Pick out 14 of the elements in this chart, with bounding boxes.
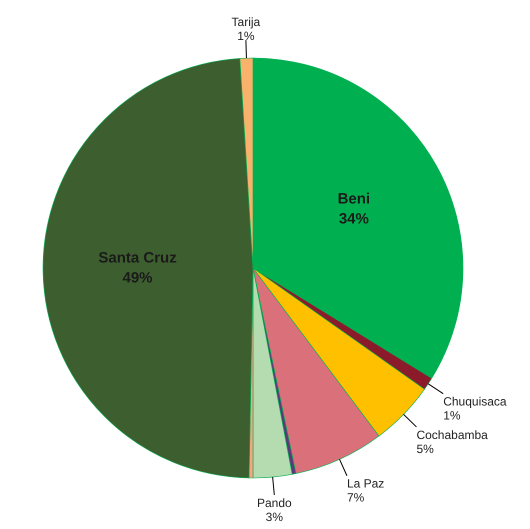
data-label: 1% [237, 29, 255, 44]
slice-label: Tarija [232, 15, 261, 30]
data-label: 5% [416, 442, 434, 456]
data-label: 7% [346, 490, 365, 505]
slice-label: Cochabamba [416, 428, 488, 442]
slice-label: Pando [256, 496, 292, 510]
slice-label: La Paz [346, 476, 384, 491]
data-label: 1% [443, 408, 461, 423]
data-label: 34% [338, 210, 369, 228]
data-label: 49% [122, 270, 153, 287]
slice-label: Santa Cruz [98, 250, 177, 267]
slice-label: Beni [338, 190, 370, 208]
data-label: 3% [266, 510, 284, 524]
slice-label: Chuquisaca [443, 394, 507, 409]
